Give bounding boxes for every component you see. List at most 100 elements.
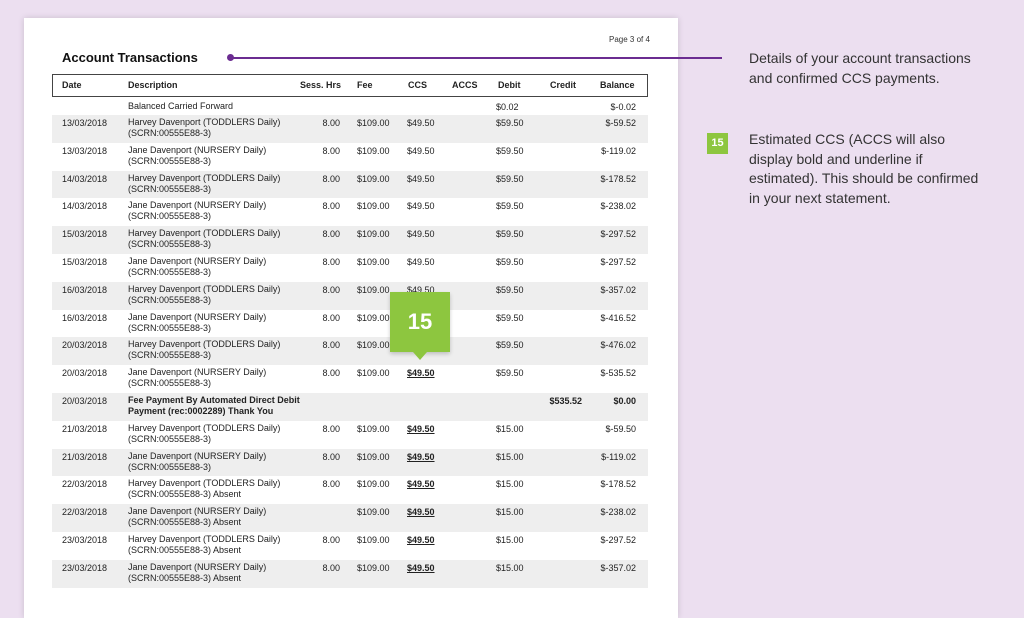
description: (SCRN:00555E88-3) (128, 433, 212, 444)
ccs-cell: $49.50 (407, 479, 435, 490)
balance-cell: $-238.02 (600, 201, 636, 212)
fee-cell: $109.00 (357, 312, 390, 323)
debit-cell: $59.50 (496, 118, 524, 128)
table-row: 23/03/2018 Harvey Davenport (TODDLERS Dai… (52, 532, 648, 560)
fee-cell: $109.00 (357, 145, 390, 156)
fee-cell: $109.00 (357, 451, 390, 462)
fee-cell: $109.00 (357, 118, 390, 128)
date-cell: 21/03/2018 (62, 423, 108, 434)
date-cell: 14/03/2018 (62, 173, 108, 184)
column-header: CCS (408, 80, 428, 90)
description: (SCRN:00555E88-3) (128, 155, 212, 166)
description: Harvey Davenport (TODDLERS Daily) (128, 422, 281, 433)
pointer-line (232, 57, 722, 59)
debit-cell: $15.00 (496, 423, 524, 434)
badge: 15 (707, 133, 728, 154)
debit-cell: $15.00 (496, 507, 524, 518)
table-row: 16/03/2018 Jane Davenport (NURSERY Daily)… (52, 310, 648, 338)
page-number: Page 3 of 4 (609, 35, 650, 44)
balance-cell: $-476.02 (600, 340, 636, 351)
table-row: 20/03/2018 Harvey Davenport (TODDLERS Dai… (52, 337, 648, 366)
description: (SCRN:00555E88-3) (128, 294, 212, 305)
table-row: 13/03/2018 Jane Davenport (NURSERY Daily)… (52, 143, 648, 171)
fee-cell: $109.00 (357, 368, 390, 379)
fee-cell: $109.00 (357, 562, 390, 573)
balance-cell: $-119.02 (601, 145, 636, 156)
description: (SCRN:00555E88-3) Absent (128, 572, 242, 583)
description: (SCRN:00555E88-3) Absent (128, 517, 242, 528)
fee-cell: $109.00 (357, 507, 390, 518)
description: (SCRN:00555E88-3) (128, 461, 212, 472)
description: (SCRN:00555E88-3) Absent (128, 489, 242, 500)
ccs-cell: $49.50 (407, 562, 435, 573)
balance-cell: $-238.02 (600, 507, 636, 518)
title: Account Transactions (62, 50, 198, 65)
description: (SCRN:00555E88-3) (128, 128, 212, 138)
hrs-cell: 8.00 (322, 535, 340, 545)
table-row: 23/03/2018 Jane Davenport (NURSERY Daily)… (52, 559, 648, 588)
date-cell: 22/03/2018 (62, 479, 108, 490)
note: Estimated CCS (ACCS will also display bo… (749, 131, 979, 206)
description: Harvey Davenport (TODDLERS Daily) (128, 172, 281, 183)
debit-cell: $59.50 (496, 368, 524, 379)
date-cell: 15/03/2018 (62, 257, 108, 267)
description: Harvey Davenport (TODDLERS Daily) (128, 534, 281, 544)
description: Harvey Davenport (TODDLERS Daily) (128, 339, 281, 350)
balance-cell: $-357.02 (600, 562, 636, 573)
date-cell: 16/03/2018 (62, 312, 108, 323)
ccs-cell: $49.50 (407, 423, 435, 434)
debit-cell: $15.00 (496, 479, 524, 490)
hrs-cell: 8.00 (322, 312, 340, 323)
column-header: Debit (498, 80, 521, 90)
balance-cell: $-535.52 (600, 368, 636, 379)
table-row: 20/03/2018 Fee Payment By Automated Direc… (52, 393, 648, 421)
hrs-cell: 8.00 (322, 201, 340, 212)
table-row: 22/03/2018 Jane Davenport (NURSERY Daily)… (52, 504, 648, 532)
credit-cell: $535.52 (549, 396, 582, 406)
date-cell: 23/03/2018 (62, 562, 108, 573)
debit-cell: $0.02 (496, 102, 519, 112)
fee-cell: $109.00 (357, 284, 390, 295)
description: Jane Davenport (NURSERY Daily) (128, 450, 267, 461)
hrs-cell: 8.00 (322, 562, 340, 573)
description: Jane Davenport (NURSERY Daily) (128, 561, 267, 572)
date-cell: 22/03/2018 (62, 507, 108, 518)
table-header: Date Description Sess. Hrs Fee CCS ACCS Debit C… (52, 74, 648, 97)
debit-cell: $59.50 (496, 173, 524, 184)
fee-cell: $109.00 (357, 423, 390, 434)
hrs-cell: 8.00 (322, 451, 340, 462)
ccs-cell: $49.50 (407, 451, 435, 462)
description: Jane Davenport (NURSERY Daily) (128, 200, 267, 211)
date-cell: 20/03/2018 (62, 396, 108, 406)
description: Jane Davenport (NURSERY Daily) (128, 256, 267, 266)
description: (SCRN:00555E88-3) (128, 378, 212, 389)
hrs-cell: 8.00 (322, 118, 340, 128)
date-cell: 16/03/2018 (62, 284, 108, 295)
debit-cell: $59.50 (496, 145, 524, 156)
date-cell: 20/03/2018 (62, 368, 108, 379)
ccs-cell: $49.50 (407, 229, 435, 240)
hrs-cell: 8.00 (322, 257, 340, 267)
hrs-cell: 8.00 (322, 368, 340, 379)
description: (SCRN:00555E88-3) (128, 239, 212, 250)
fee-cell: $109.00 (357, 340, 390, 351)
debit-cell: $59.50 (496, 312, 524, 323)
table-row: 14/03/2018 Jane Davenport (NURSERY Daily)… (52, 198, 648, 226)
column-header: Fee (357, 80, 373, 90)
ccs-cell: $49.50 (407, 257, 435, 267)
table-row: Balanced Carried Forward $0.02 $-0.02 (52, 99, 648, 115)
callout-pointer (413, 352, 427, 360)
description: (SCRN:00555E88-3) (128, 322, 212, 333)
note: Details of your account transactions and… (749, 50, 971, 86)
table-row: 21/03/2018 Harvey Davenport (TODDLERS Dai… (52, 421, 648, 449)
balance-cell: $-178.52 (600, 173, 636, 184)
fee-cell: $109.00 (357, 479, 390, 490)
fee-cell: $109.00 (357, 257, 390, 267)
description: (SCRN:00555E88-3) Absent (128, 545, 242, 555)
description: Harvey Davenport (TODDLERS Daily) (128, 117, 281, 127)
hrs-cell: 8.00 (322, 423, 340, 434)
balance-cell: $-357.02 (600, 284, 636, 295)
column-header: Balance (600, 80, 635, 90)
column-header: Description (128, 80, 178, 90)
description: (SCRN:00555E88-3) (128, 183, 212, 194)
